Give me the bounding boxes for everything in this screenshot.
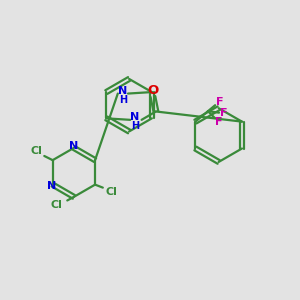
Text: F: F (214, 117, 222, 127)
Text: H: H (119, 95, 127, 105)
Text: N: N (47, 181, 57, 191)
Text: H: H (131, 122, 139, 131)
Text: N: N (130, 112, 140, 122)
Text: F: F (220, 108, 227, 118)
Text: O: O (147, 84, 158, 97)
Text: N: N (69, 141, 79, 151)
Text: Cl: Cl (51, 200, 63, 210)
Text: F: F (215, 97, 223, 107)
Text: Cl: Cl (105, 188, 117, 197)
Text: Cl: Cl (30, 146, 42, 156)
Text: N: N (118, 86, 128, 96)
